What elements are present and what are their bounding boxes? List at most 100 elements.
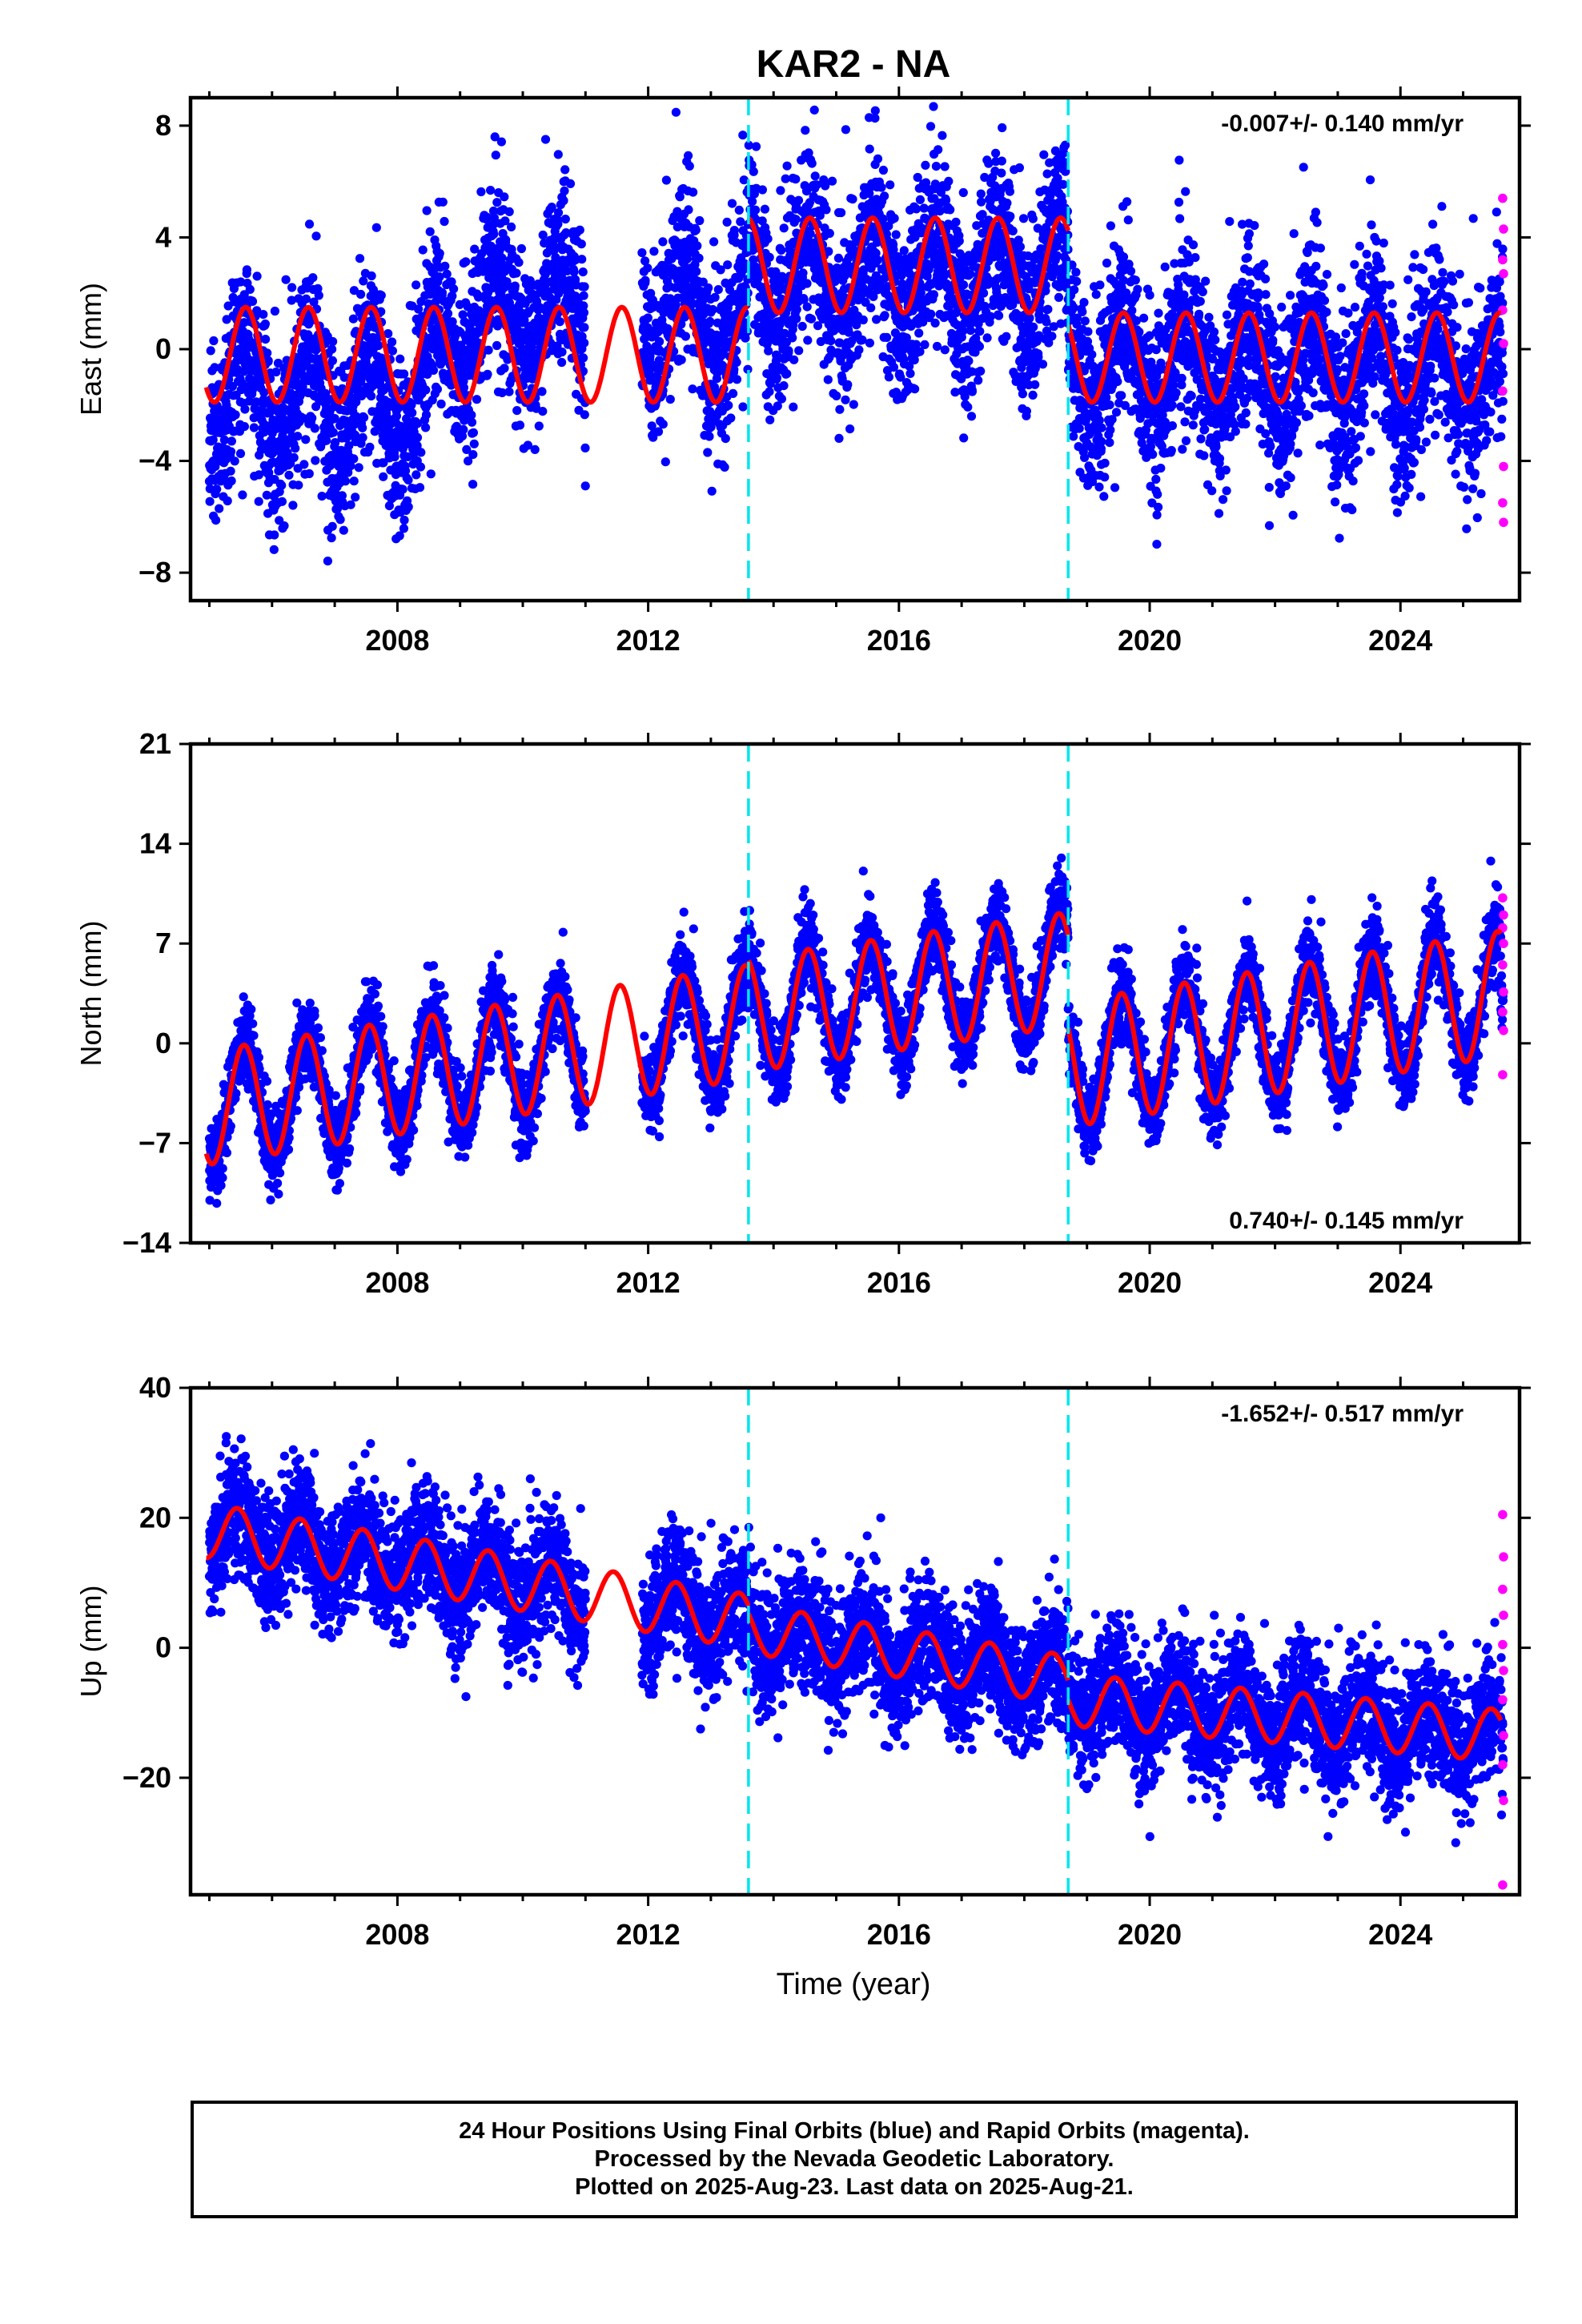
data-point	[833, 253, 843, 263]
data-point	[1018, 389, 1027, 399]
data-point	[249, 423, 259, 432]
data-point	[873, 154, 883, 163]
data-point	[1094, 416, 1104, 425]
data-point	[1126, 267, 1136, 276]
data-point	[729, 388, 738, 398]
data-point	[1072, 276, 1082, 286]
data-point	[653, 427, 664, 436]
data-point	[1091, 290, 1101, 300]
data-point	[977, 197, 986, 207]
data-point	[721, 434, 730, 444]
data-point	[497, 253, 507, 263]
data-point	[932, 341, 942, 352]
data-point	[263, 356, 273, 365]
data-point	[944, 176, 954, 186]
data-point	[889, 214, 899, 223]
data-point	[209, 336, 219, 346]
data-point	[421, 385, 431, 395]
data-point	[1151, 474, 1161, 485]
data-point	[784, 346, 793, 356]
data-point	[259, 388, 269, 397]
data-point	[284, 470, 294, 480]
data-point	[299, 460, 309, 469]
data-point	[350, 430, 360, 440]
data-point	[226, 466, 235, 476]
data-point	[865, 144, 874, 154]
data-point	[580, 481, 590, 491]
data-point	[492, 198, 502, 207]
data-point	[1070, 285, 1079, 295]
data-point	[732, 375, 742, 384]
data-point	[1100, 472, 1110, 482]
data-point	[400, 515, 409, 525]
data-point	[835, 404, 845, 414]
data-point	[404, 502, 413, 512]
data-point	[512, 268, 521, 278]
data-point	[230, 456, 239, 466]
data-point	[751, 205, 761, 215]
data-point	[438, 197, 448, 207]
data-point	[407, 400, 416, 409]
data-point	[245, 284, 255, 294]
data-point	[975, 327, 985, 336]
data-point	[841, 395, 850, 404]
data-point	[974, 376, 983, 385]
data-point	[1117, 391, 1126, 400]
data-point	[222, 315, 231, 324]
data-point	[421, 423, 431, 432]
data-point	[997, 156, 1006, 166]
data-point	[309, 297, 319, 307]
data-point	[277, 480, 287, 490]
data-point	[303, 330, 313, 340]
data-point	[206, 346, 215, 356]
data-point	[575, 225, 584, 235]
data-point	[1154, 502, 1163, 512]
data-point	[308, 273, 318, 283]
data-point	[834, 433, 844, 444]
data-point	[809, 105, 819, 115]
data-point	[1180, 417, 1190, 427]
data-point	[321, 388, 331, 398]
data-point	[710, 292, 720, 302]
data-point	[655, 336, 665, 347]
data-point	[327, 356, 337, 365]
data-point	[339, 525, 348, 535]
data-point	[515, 420, 525, 430]
data-point	[311, 456, 320, 465]
data-point	[442, 269, 452, 279]
data-point	[291, 444, 300, 453]
data-point	[538, 230, 548, 240]
data-point	[227, 436, 236, 446]
data-point	[926, 122, 936, 131]
data-point	[1074, 424, 1084, 433]
data-point	[580, 410, 589, 420]
data-point	[262, 490, 271, 500]
data-point	[287, 283, 297, 292]
data-point	[348, 314, 358, 324]
data-point	[476, 187, 486, 197]
data-point	[782, 369, 792, 379]
data-point	[734, 205, 744, 215]
data-point	[1087, 350, 1097, 360]
data-point	[926, 309, 936, 319]
data-point	[395, 531, 404, 541]
data-point	[764, 346, 773, 356]
data-point	[954, 236, 964, 246]
data-point	[1029, 322, 1038, 332]
data-point	[355, 254, 365, 263]
data-point	[247, 296, 258, 306]
data-point	[1105, 438, 1114, 448]
data-point	[467, 417, 477, 427]
data-point	[1171, 388, 1181, 398]
data-point	[685, 161, 694, 171]
data-point	[841, 125, 850, 135]
data-point	[359, 276, 368, 286]
data-point	[727, 199, 737, 208]
data-point	[665, 395, 675, 404]
data-point	[877, 183, 886, 192]
data-point	[1122, 197, 1132, 207]
data-point	[979, 288, 989, 298]
data-point	[208, 435, 218, 444]
data-point	[239, 290, 249, 300]
data-point	[726, 413, 736, 423]
